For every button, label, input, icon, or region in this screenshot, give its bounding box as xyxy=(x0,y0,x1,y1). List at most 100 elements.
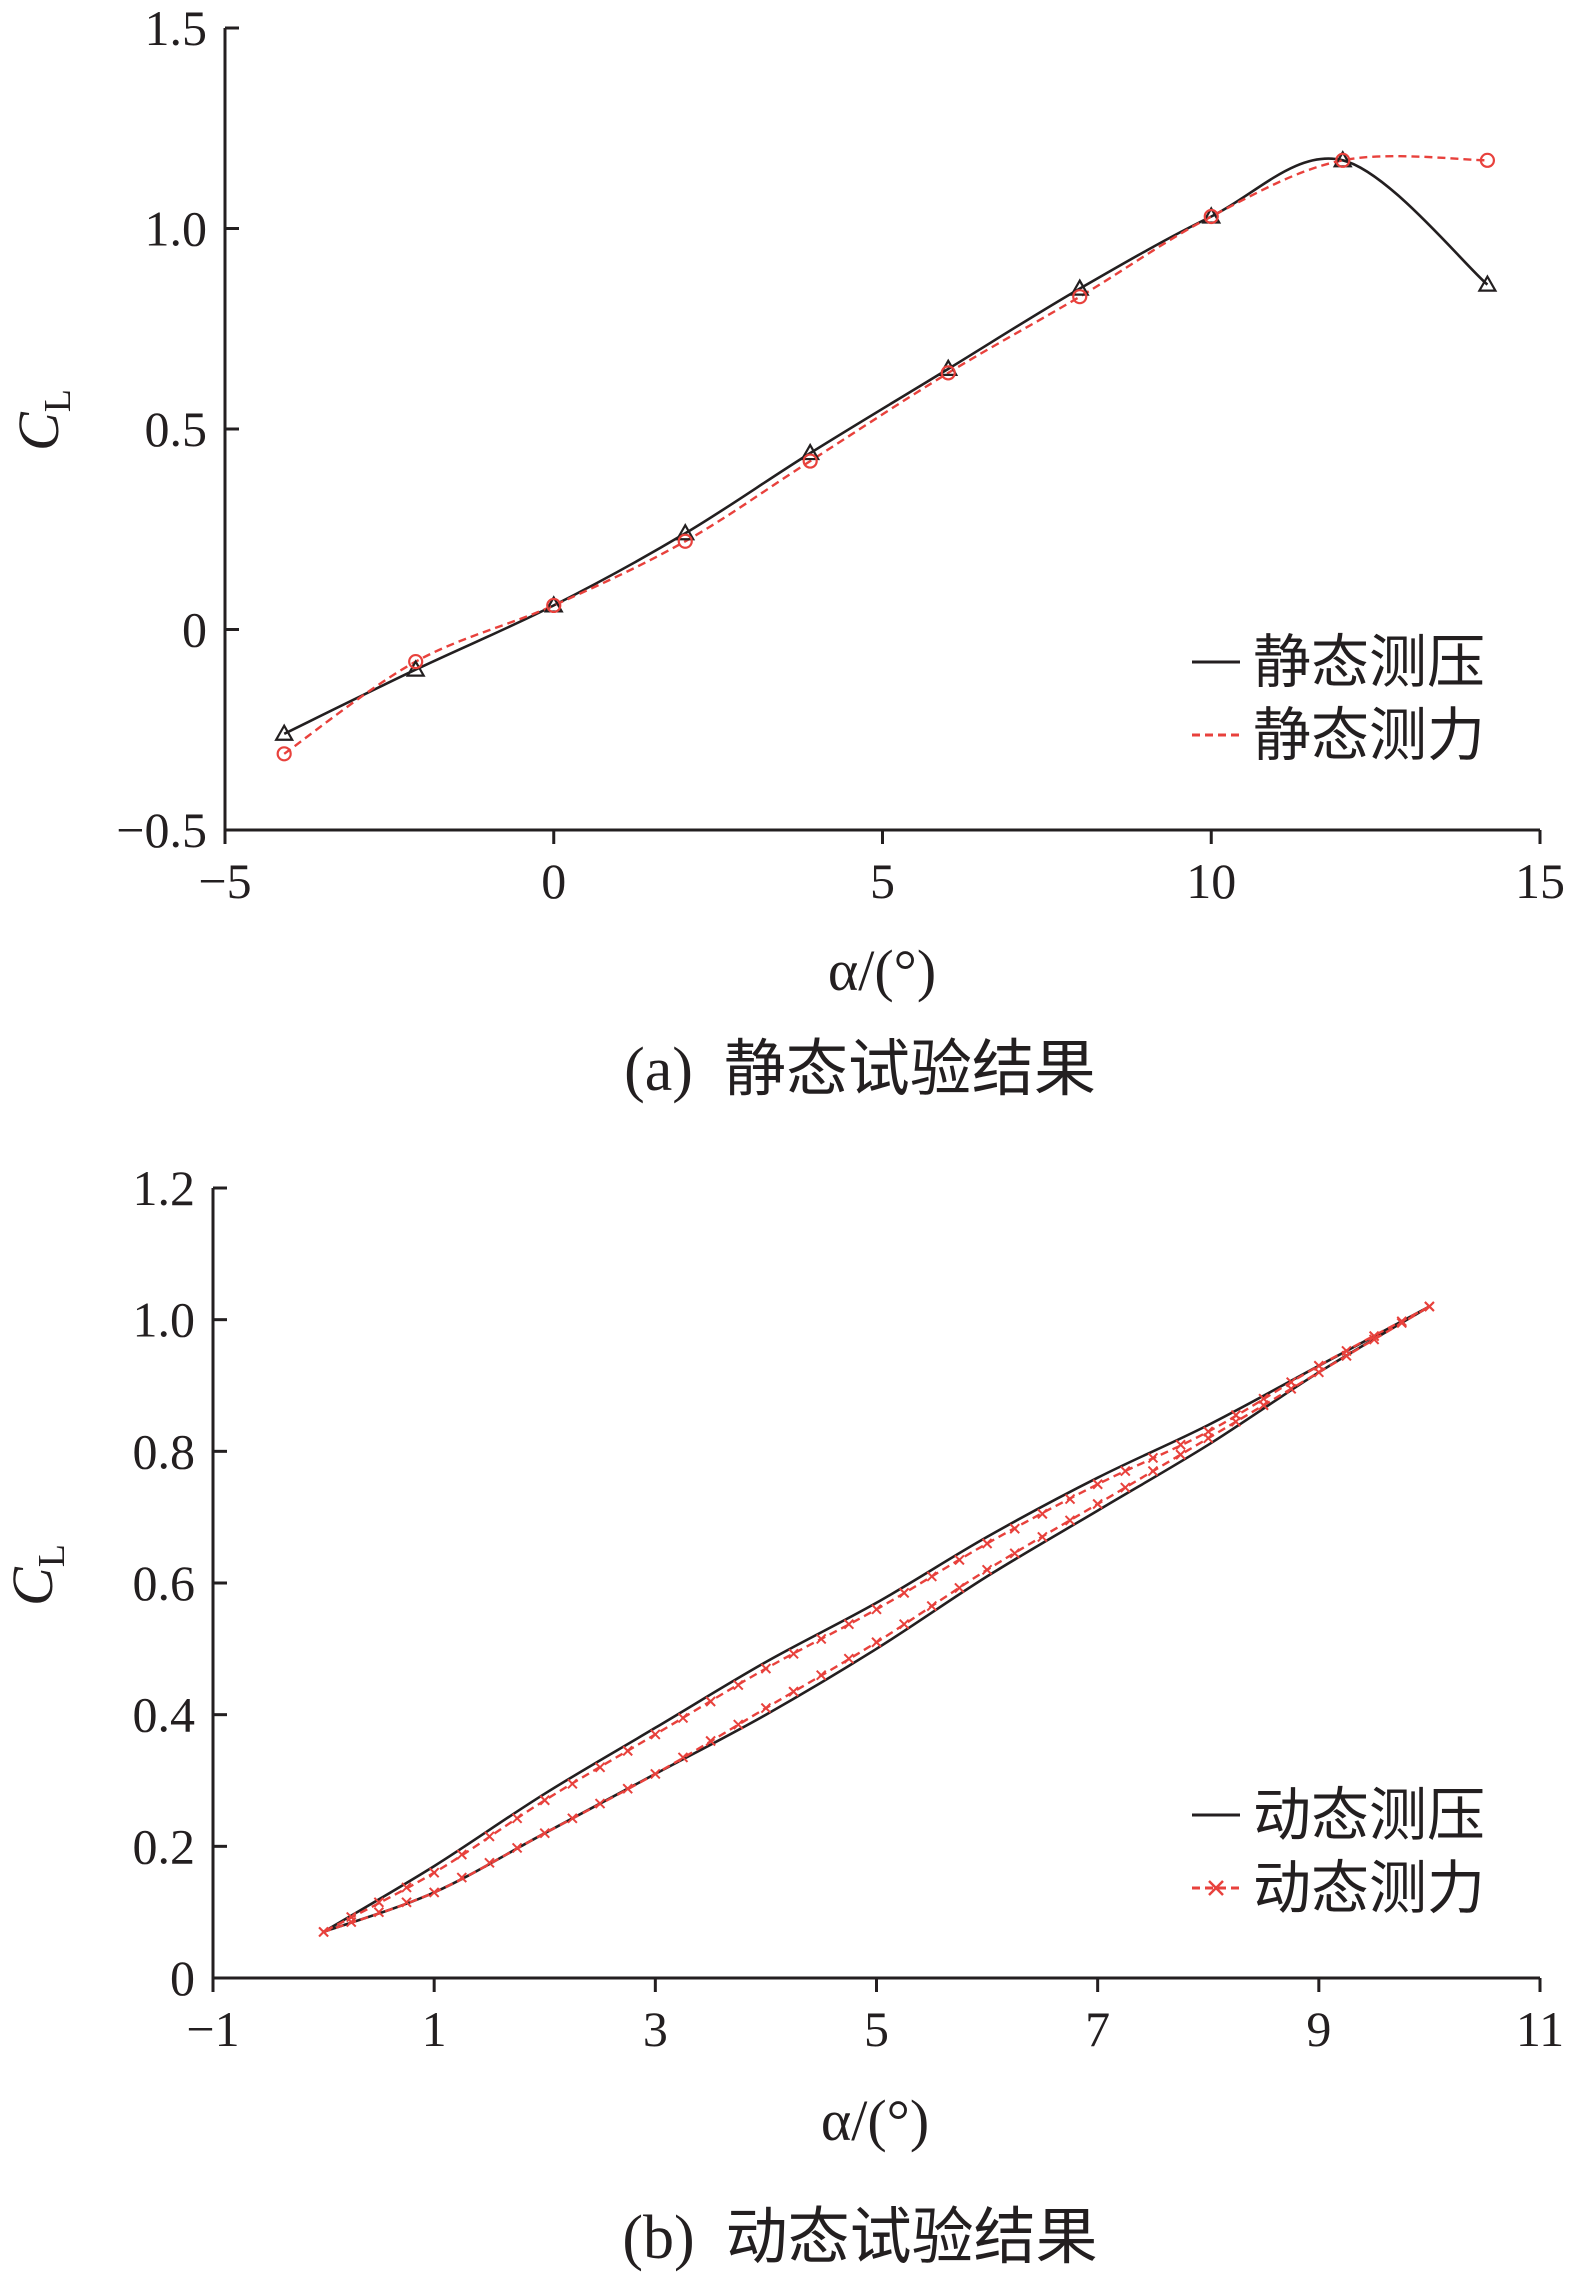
data-point-marker xyxy=(1230,1409,1242,1421)
x-tick-label: 7 xyxy=(1085,2001,1110,2057)
data-point-marker xyxy=(1037,1531,1048,1543)
data-point-marker xyxy=(511,1842,523,1854)
data-point-marker xyxy=(1037,1508,1048,1520)
data-point-marker xyxy=(594,1762,606,1773)
y-axis-title: CL xyxy=(0,1544,73,1606)
data-point-marker xyxy=(546,597,562,614)
y-tick-label: 0.5 xyxy=(145,401,208,457)
data-point-marker xyxy=(511,1813,523,1824)
data-point-marker xyxy=(1396,1316,1407,1327)
data-point-marker xyxy=(1069,278,1090,296)
y-tick-label: 1.0 xyxy=(133,1292,196,1348)
x-axis-title: α/(°) xyxy=(828,938,936,1003)
data-point-marker xyxy=(539,1827,550,1839)
legend-label-series-2: 静态测力 xyxy=(1253,703,1485,768)
data-point-marker xyxy=(1092,1498,1103,1510)
data-point-marker xyxy=(1368,1334,1380,1345)
x-tick-label: 9 xyxy=(1306,2001,1331,2057)
data-point-marker xyxy=(405,659,426,677)
y-tick-labels: 0 0.2 0.4 0.6 0.8 1.0 1.2 xyxy=(133,1160,196,2006)
x-tick-label: 1 xyxy=(422,2001,447,2057)
data-point-marker xyxy=(408,653,424,670)
data-point-marker xyxy=(1064,1515,1076,1526)
x-tick-label: 11 xyxy=(1516,2001,1564,2057)
data-point-marker xyxy=(401,1882,412,1893)
y-axis-title: CL xyxy=(6,389,79,451)
data-point-marker xyxy=(650,1729,661,1740)
data-point-marker xyxy=(1120,1482,1131,1493)
x-tick-label: 0 xyxy=(541,853,566,909)
data-point-marker xyxy=(705,1735,716,1747)
data-point-marker xyxy=(760,1702,772,1714)
series-lines xyxy=(283,154,1489,755)
data-point-marker xyxy=(1009,1523,1020,1534)
x-tick-label: 10 xyxy=(1186,853,1236,909)
data-point-marker xyxy=(800,442,821,461)
series-line-2 xyxy=(283,154,1488,755)
data-point-marker xyxy=(940,365,956,381)
data-point-marker xyxy=(484,1857,495,1868)
data-point-marker xyxy=(981,1564,993,1576)
data-point-marker xyxy=(650,1768,661,1780)
data-point-marker xyxy=(1396,1317,1407,1329)
data-point-marker xyxy=(1147,1465,1159,1477)
x-tick-label: 5 xyxy=(870,853,895,909)
data-point-marker xyxy=(428,1887,440,1898)
data-point-marker xyxy=(456,1872,468,1883)
data-point-marker xyxy=(871,1637,882,1648)
series-line-1 xyxy=(283,157,1489,735)
x-tick-label: 15 xyxy=(1515,853,1565,909)
data-point-marker xyxy=(898,1618,910,1630)
data-point-marker xyxy=(843,1618,855,1630)
series-markers xyxy=(274,150,1498,762)
data-point-marker xyxy=(274,723,295,741)
y-tick-label: 0 xyxy=(182,602,207,658)
y-tick-label: 1.5 xyxy=(145,0,208,56)
data-point-marker xyxy=(1479,152,1496,168)
data-point-marker xyxy=(926,1600,937,1612)
data-point-marker xyxy=(733,1679,744,1691)
data-point-marker xyxy=(677,1752,689,1763)
chart-caption: (a) 静态试验结果 xyxy=(624,1036,1096,1104)
data-point-marker xyxy=(788,1648,799,1659)
y-tick-labels: −0.5 0 0.5 1.0 1.5 xyxy=(116,0,207,858)
y-tick-label: −0.5 xyxy=(116,802,207,858)
x-tick-label: −1 xyxy=(186,2001,239,2057)
data-point-marker xyxy=(1175,1439,1186,1450)
y-tick-label: 0.6 xyxy=(133,1555,196,1611)
data-point-marker xyxy=(760,1663,772,1674)
data-point-marker xyxy=(373,1897,385,1908)
y-tick-label: 1.0 xyxy=(145,201,208,257)
data-point-marker xyxy=(622,1745,633,1757)
data-point-marker xyxy=(1203,1426,1214,1437)
legend-marker-series-2 xyxy=(1208,1880,1224,1896)
data-point-marker xyxy=(318,1926,329,1938)
data-point-marker xyxy=(1258,1393,1269,1404)
series-markers xyxy=(318,1301,1435,1938)
data-point-marker xyxy=(898,1587,910,1599)
data-point-marker xyxy=(276,746,292,762)
y-tick-label: 0.4 xyxy=(133,1687,196,1743)
data-point-marker xyxy=(1341,1345,1352,1357)
data-point-marker xyxy=(1313,1360,1325,1371)
data-point-marker xyxy=(733,1719,744,1730)
data-point-marker xyxy=(1285,1377,1297,1388)
data-point-marker xyxy=(1147,1452,1159,1464)
data-point-marker xyxy=(1368,1330,1380,1342)
data-point-marker xyxy=(567,1778,578,1789)
data-point-marker xyxy=(346,1911,357,1923)
x-tick-label: 3 xyxy=(643,2001,668,2057)
data-point-marker xyxy=(1072,289,1088,305)
tick-marks xyxy=(211,1186,1542,1992)
x-axis-title: α/(°) xyxy=(821,2088,929,2153)
data-point-marker xyxy=(816,1633,827,1645)
legend-label-series-2: 动态测力 xyxy=(1253,1856,1485,1921)
data-point-marker xyxy=(1335,152,1351,168)
data-point-marker xyxy=(954,1582,965,1594)
static-test-chart: −5 0 5 10 15 −0.5 0 0.5 1.0 1.5 CL α/(°) 静态测压 静态… xyxy=(6,0,1565,1104)
y-tick-label: 1.2 xyxy=(133,1160,196,1216)
data-point-marker xyxy=(954,1554,965,1566)
y-tick-label: 0.8 xyxy=(133,1423,196,1479)
data-point-marker xyxy=(567,1813,578,1824)
data-point-marker xyxy=(1009,1548,1020,1559)
